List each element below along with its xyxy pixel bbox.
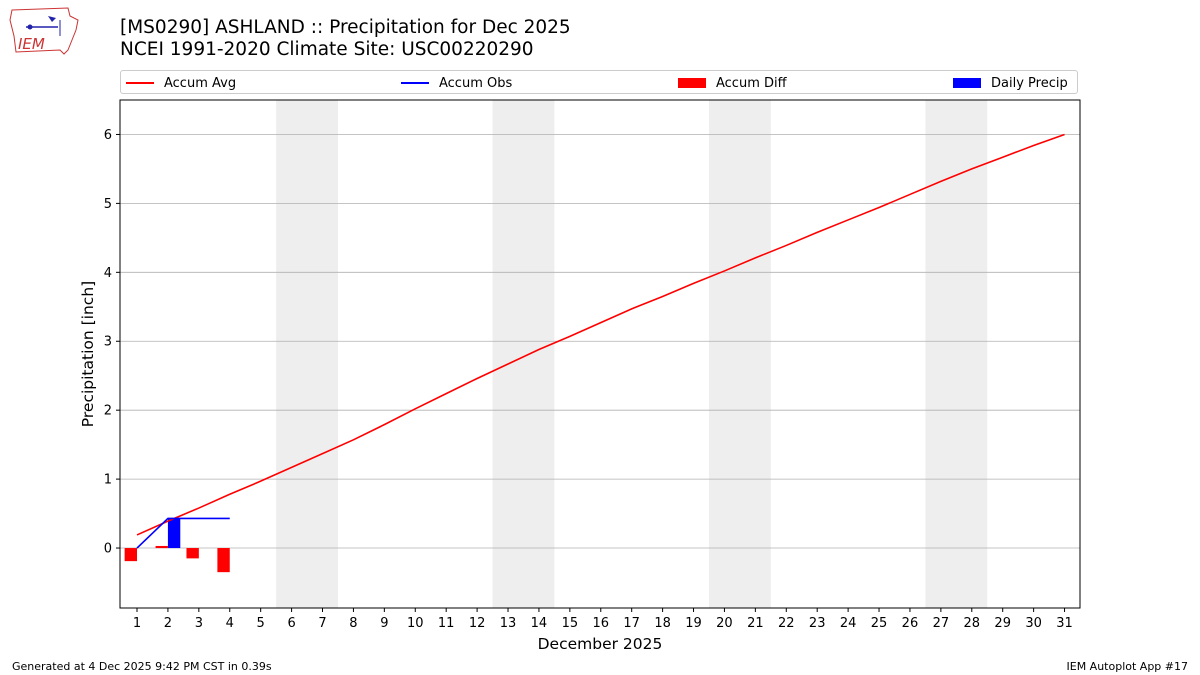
accum-diff-bar	[124, 548, 138, 562]
x-tick-label: 3	[195, 616, 203, 631]
legend-label: Accum Avg	[164, 75, 237, 91]
generated-timestamp: Generated at 4 Dec 2025 9:42 PM CST in 0…	[12, 660, 272, 673]
x-tick-label: 16	[592, 616, 609, 631]
chart-subtitle: NCEI 1991-2020 Climate Site: USC00220290	[120, 39, 534, 60]
y-tick-label: 0	[104, 542, 112, 557]
legend-label: Accum Diff	[716, 75, 787, 91]
y-tick-label: 6	[104, 128, 112, 143]
legend-swatch	[678, 78, 706, 88]
plot-frame	[119, 99, 1081, 609]
x-tick-label: 30	[1025, 616, 1042, 631]
x-tick-label: 2	[164, 616, 172, 631]
chart-legend: Accum Avg Accum Obs Accum Diff Daily Pre…	[120, 70, 1078, 94]
legend-swatch	[401, 82, 429, 84]
x-tick-label: 8	[349, 616, 357, 631]
daily-precip-bar	[167, 518, 181, 549]
x-tick-label: 28	[964, 616, 981, 631]
x-tick-label: 23	[809, 616, 826, 631]
x-tick-label: 12	[469, 616, 486, 631]
y-tick-label: 5	[104, 197, 112, 212]
legend-label: Accum Obs	[439, 75, 513, 91]
legend-swatch	[953, 78, 981, 88]
x-tick-label: 13	[500, 616, 517, 631]
weekend-band	[708, 100, 771, 608]
weekend-band	[276, 100, 338, 608]
accum-diff-bar	[186, 548, 199, 559]
x-tick-label: 10	[407, 616, 424, 631]
legend-item-daily-precip: Daily Precip	[953, 74, 1068, 92]
x-tick-label: 18	[654, 616, 671, 631]
y-tick-label: 1	[104, 473, 112, 488]
state-outline-icon	[9, 7, 79, 55]
x-tick-label: 7	[318, 616, 326, 631]
x-tick-label: 6	[287, 616, 295, 631]
x-tick-label: 14	[531, 616, 548, 631]
x-tick-label: 9	[380, 616, 388, 631]
legend-item-accum-obs: Accum Obs	[401, 74, 512, 92]
accum-avg-line	[136, 133, 1065, 536]
y-axis-label: Precipitation [inch]	[79, 281, 97, 427]
x-tick-label: 22	[778, 616, 795, 631]
legend-label: Daily Precip	[991, 75, 1068, 91]
legend-item-accum-avg: Accum Avg	[126, 74, 236, 92]
logo-text: IEM	[18, 35, 45, 53]
x-axis-label: December 2025	[538, 635, 663, 653]
x-tick-label: 1	[133, 616, 141, 631]
x-tick-label: 4	[226, 616, 234, 631]
x-tick-label: 29	[994, 616, 1011, 631]
x-tick-label: 15	[562, 616, 579, 631]
weekend-band	[492, 100, 555, 608]
y-tick-label: 2	[104, 404, 112, 419]
chart-title: [MS0290] ASHLAND :: Precipitation for De…	[120, 17, 571, 38]
x-tick-label: 17	[623, 616, 640, 631]
x-tick-label: 27	[933, 616, 950, 631]
x-tick-label: 25	[871, 616, 888, 631]
x-tick-label: 11	[438, 616, 455, 631]
legend-item-accum-diff: Accum Diff	[678, 74, 787, 92]
accum-obs-line	[136, 517, 230, 549]
x-tick-label: 31	[1056, 616, 1073, 631]
x-tick-label: 19	[685, 616, 702, 631]
x-tick-label: 24	[840, 616, 857, 631]
x-tick-label: 20	[716, 616, 733, 631]
weekend-band	[925, 100, 988, 608]
accum-diff-bar	[217, 548, 230, 573]
iem-logo: IEM	[9, 7, 79, 55]
x-tick-label: 5	[257, 616, 265, 631]
x-tick-label: 21	[747, 616, 764, 631]
y-tick-label: 4	[104, 266, 112, 281]
y-tick-label: 3	[104, 335, 112, 350]
x-tick-label: 26	[902, 616, 919, 631]
legend-swatch	[126, 82, 154, 84]
app-id-label: IEM Autoplot App #17	[1066, 660, 1189, 673]
accum-diff-bar	[155, 545, 168, 549]
